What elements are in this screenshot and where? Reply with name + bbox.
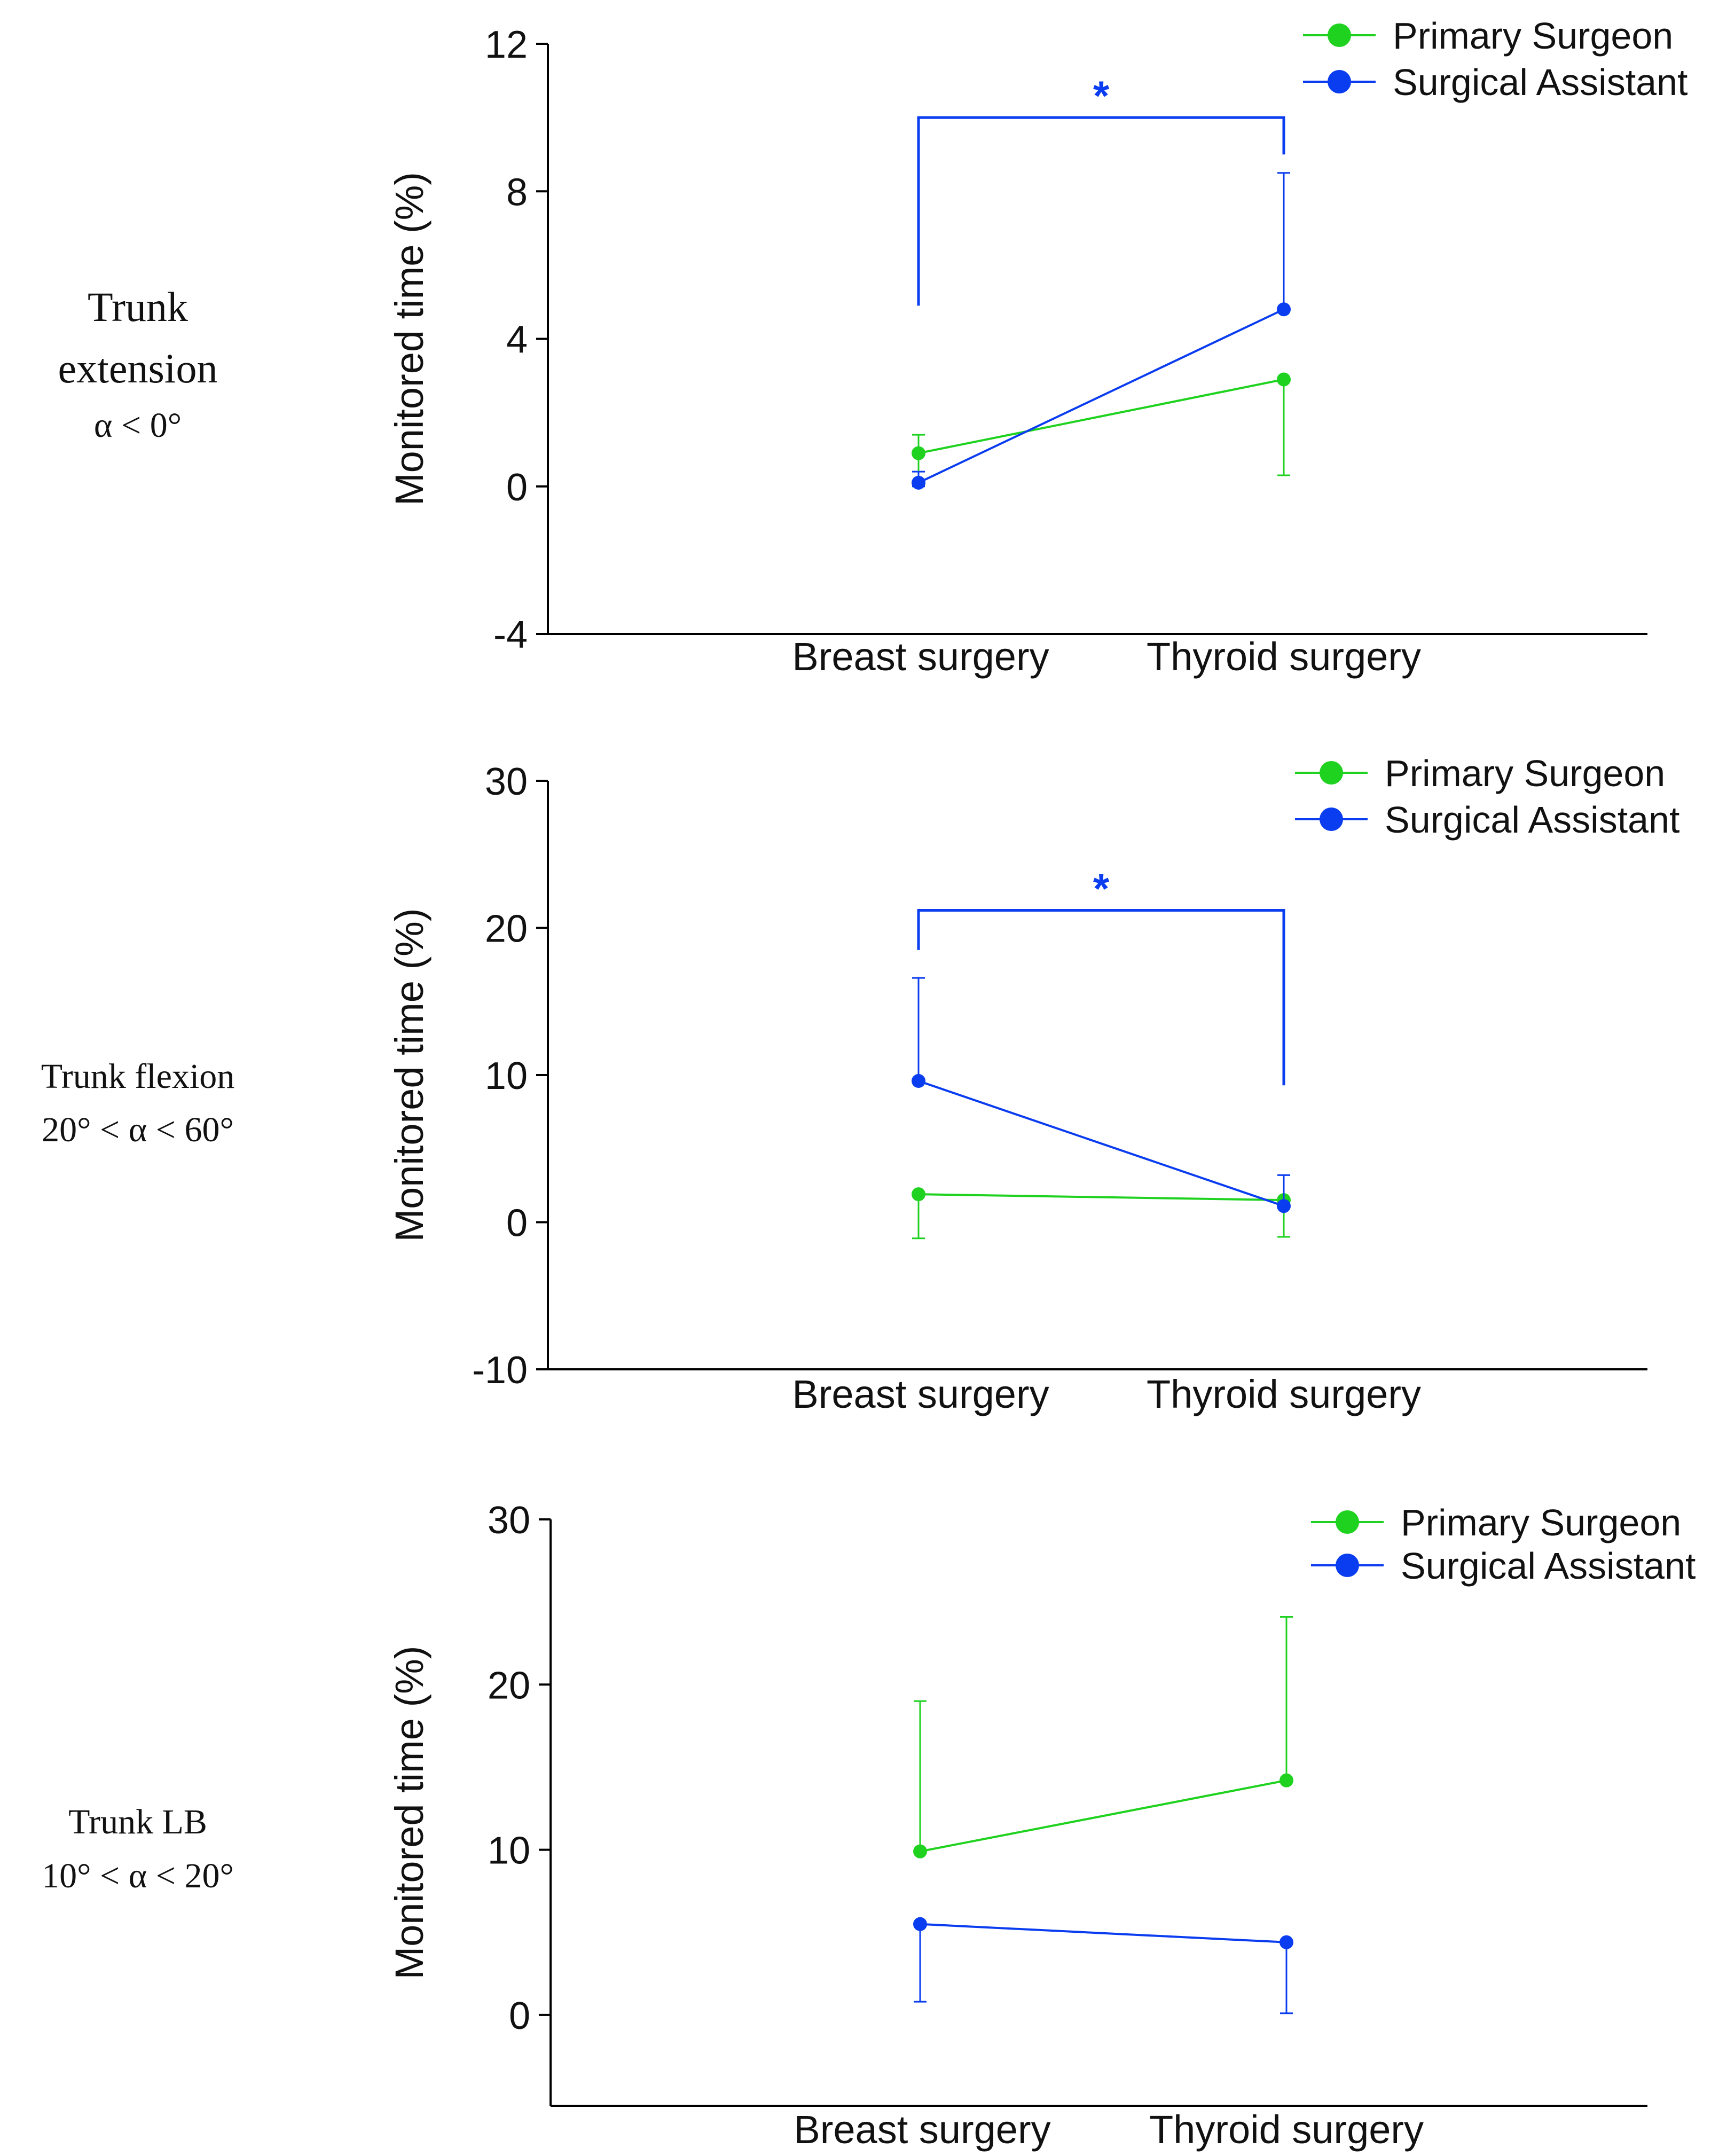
legend-entry-primary-surgeon: Primary Surgeon bbox=[1303, 15, 1673, 57]
legend-marker bbox=[1336, 1554, 1359, 1577]
significance-bracket bbox=[917, 116, 1285, 306]
data-point-primary-surgeon bbox=[1277, 372, 1291, 387]
x-category-label: Thyroid surgery bbox=[1149, 2107, 1424, 2152]
data-point-primary-surgeon bbox=[1280, 1773, 1293, 1787]
y-axis-label: Monitored time (%) bbox=[387, 172, 431, 506]
y-tick-label: 0 bbox=[506, 466, 528, 509]
data-point-surgical-assistant bbox=[913, 1917, 927, 1931]
legend-label: Primary Surgeon bbox=[1393, 15, 1673, 57]
y-tick-label: 30 bbox=[488, 1499, 530, 1542]
legend-entry-surgical-assistant: Surgical Assistant bbox=[1295, 799, 1679, 841]
data-point-surgical-assistant bbox=[1280, 1935, 1293, 1949]
y-tick-label: -10 bbox=[472, 1349, 528, 1392]
legend-marker bbox=[1328, 70, 1351, 93]
legend-marker bbox=[1336, 1510, 1359, 1534]
y-tick-label: 0 bbox=[509, 1995, 530, 2037]
row-label-line: extension bbox=[58, 345, 218, 391]
y-tick-label: 30 bbox=[485, 761, 528, 803]
legend-marker bbox=[1328, 23, 1351, 47]
y-tick-label: 10 bbox=[488, 1830, 530, 1872]
row-label-line: Trunk bbox=[88, 284, 188, 330]
legend-entry-surgical-assistant: Surgical Assistant bbox=[1303, 61, 1687, 103]
series-line-surgical-assistant bbox=[920, 1923, 1287, 1943]
row-label-line: 20° < α < 60° bbox=[42, 1110, 234, 1149]
x-category-label: Thyroid surgery bbox=[1147, 1372, 1421, 1416]
y-tick-label: 10 bbox=[485, 1055, 528, 1097]
y-tick-label: 20 bbox=[488, 1664, 530, 1707]
y-axis-label: Monitored time (%) bbox=[387, 1645, 431, 1979]
data-point-surgical-assistant bbox=[912, 475, 925, 490]
data-point-surgical-assistant bbox=[912, 1074, 925, 1088]
significance-asterisk: * bbox=[1093, 865, 1110, 912]
series-line-primary-surgeon bbox=[918, 378, 1284, 454]
legend-entry-primary-surgeon: Primary Surgeon bbox=[1295, 752, 1665, 794]
row-label-line: Trunk flexion bbox=[41, 1057, 234, 1096]
chart-panel-2: Trunk flexion 20° < α < 60° Monitored time… bbox=[41, 752, 1680, 1416]
legend-label: Surgical Assistant bbox=[1393, 61, 1687, 103]
y-tick-label: 4 bbox=[506, 319, 528, 362]
chart-panel-3: Trunk LB 10° < α < 20° Monitored time (%) 0… bbox=[42, 1499, 1696, 2152]
series-line-primary-surgeon bbox=[920, 1779, 1287, 1853]
significance-bracket bbox=[917, 908, 1285, 1086]
legend-label: Primary Surgeon bbox=[1385, 752, 1665, 794]
legend-entry-primary-surgeon: Primary Surgeon bbox=[1311, 1502, 1681, 1543]
x-category-label: Breast surgery bbox=[794, 2107, 1050, 2152]
row-label-line: 10° < α < 20° bbox=[42, 1856, 234, 1895]
series-line-surgical-assistant bbox=[918, 308, 1284, 484]
series-line-primary-surgeon bbox=[918, 1193, 1284, 1202]
data-point-primary-surgeon bbox=[913, 1844, 927, 1859]
series-line-surgical-assistant bbox=[918, 1080, 1284, 1208]
legend-marker bbox=[1320, 761, 1343, 785]
y-tick-label: 12 bbox=[485, 23, 528, 66]
data-point-surgical-assistant bbox=[1277, 302, 1291, 317]
y-tick-label: 8 bbox=[506, 171, 528, 214]
y-tick-label: 20 bbox=[485, 908, 528, 951]
significance-asterisk: * bbox=[1093, 72, 1110, 119]
row-label-line: Trunk LB bbox=[68, 1802, 207, 1841]
chart-panel-1: Trunk extension α < 0° Monitored time (%) -4… bbox=[58, 15, 1688, 679]
data-point-surgical-assistant bbox=[1277, 1199, 1291, 1213]
legend-label: Surgical Assistant bbox=[1385, 799, 1679, 841]
data-point-primary-surgeon bbox=[912, 1187, 925, 1202]
data-point-primary-surgeon bbox=[912, 446, 925, 460]
row-label-line: α < 0° bbox=[94, 406, 182, 445]
legend-entry-surgical-assistant: Surgical Assistant bbox=[1311, 1545, 1696, 1587]
x-category-label: Breast surgery bbox=[792, 634, 1049, 679]
y-axis-label: Monitored time (%) bbox=[387, 908, 431, 1242]
x-category-label: Thyroid surgery bbox=[1147, 634, 1421, 679]
legend-label: Primary Surgeon bbox=[1401, 1502, 1681, 1543]
y-tick-label: -4 bbox=[493, 614, 528, 656]
legend-label: Surgical Assistant bbox=[1401, 1545, 1696, 1587]
legend-marker bbox=[1320, 807, 1343, 831]
y-tick-label: 0 bbox=[506, 1202, 528, 1245]
x-category-label: Breast surgery bbox=[792, 1372, 1049, 1416]
